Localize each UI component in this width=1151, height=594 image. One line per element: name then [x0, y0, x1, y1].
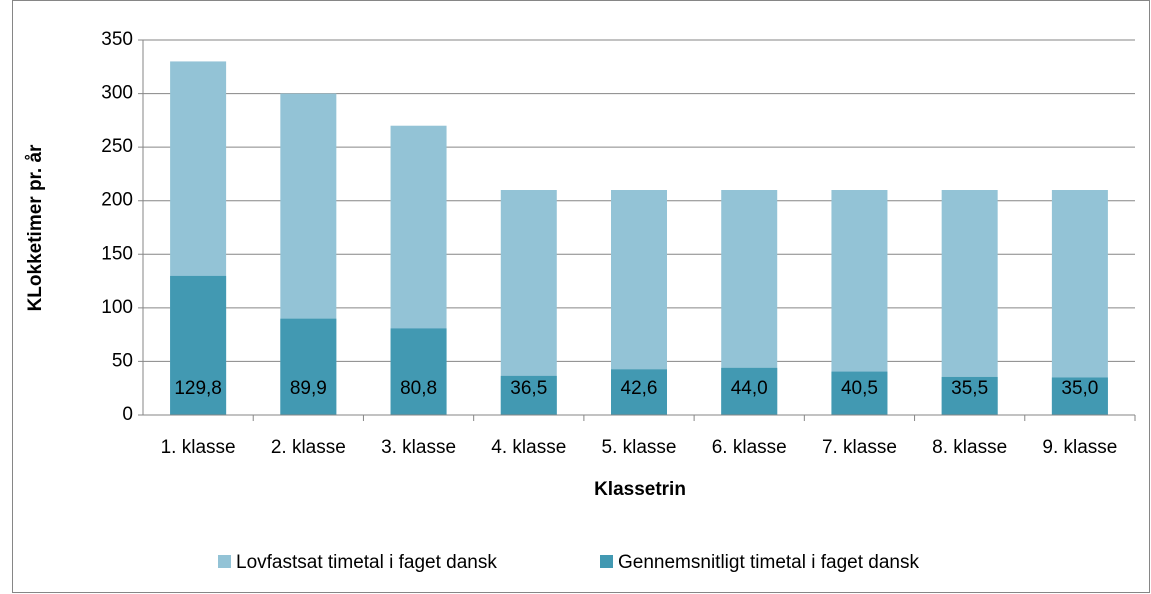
- bar: [611, 369, 667, 415]
- bar: [170, 275, 227, 415]
- legend-swatch: [600, 555, 613, 568]
- data-label: 129,8: [174, 378, 222, 399]
- legend-label: Lovfastsat timetal i faget dansk: [236, 552, 497, 573]
- legend-swatch: [218, 555, 231, 568]
- x-tick-label: 5. klasse: [602, 437, 677, 458]
- data-label: 36,5: [510, 378, 547, 399]
- data-label: 42,6: [621, 378, 658, 399]
- data-label: 44,0: [731, 378, 768, 399]
- bar: [500, 375, 557, 415]
- x-tick-label: 6. klasse: [712, 437, 787, 458]
- y-axis-title: KLokketimer pr. år: [25, 144, 46, 311]
- bar: [831, 371, 888, 415]
- bar: [941, 376, 998, 415]
- x-tick-label: 3. klasse: [381, 437, 456, 458]
- y-tick-label: 300: [101, 83, 133, 104]
- x-tick-label: 4. klasse: [491, 437, 566, 458]
- x-tick-label: 8. klasse: [932, 437, 1007, 458]
- bar: [390, 328, 447, 415]
- y-tick-label: 250: [101, 136, 133, 157]
- y-tick-label: 100: [101, 297, 133, 318]
- y-tick-label: 0: [122, 404, 133, 425]
- bar: [280, 318, 337, 415]
- data-label: 35,5: [951, 378, 988, 399]
- x-tick-label: 1. klasse: [161, 437, 236, 458]
- bar: [1051, 377, 1108, 415]
- bar: [721, 367, 778, 415]
- data-label: 89,9: [290, 378, 327, 399]
- y-tick-label: 150: [101, 243, 133, 264]
- data-label: 35,0: [1061, 378, 1098, 399]
- y-tick-label: 50: [112, 350, 133, 371]
- x-tick-label: 2. klasse: [271, 437, 346, 458]
- x-tick-label: 7. klasse: [822, 437, 897, 458]
- legend-label: Gennemsnitligt timetal i faget dansk: [618, 552, 919, 573]
- x-tick-label: 9. klasse: [1042, 437, 1117, 458]
- y-tick-label: 350: [101, 29, 133, 50]
- data-label: 40,5: [841, 378, 878, 399]
- data-label: 80,8: [400, 378, 437, 399]
- x-axis-title: Klassetrin: [594, 479, 686, 500]
- y-tick-label: 200: [101, 190, 133, 211]
